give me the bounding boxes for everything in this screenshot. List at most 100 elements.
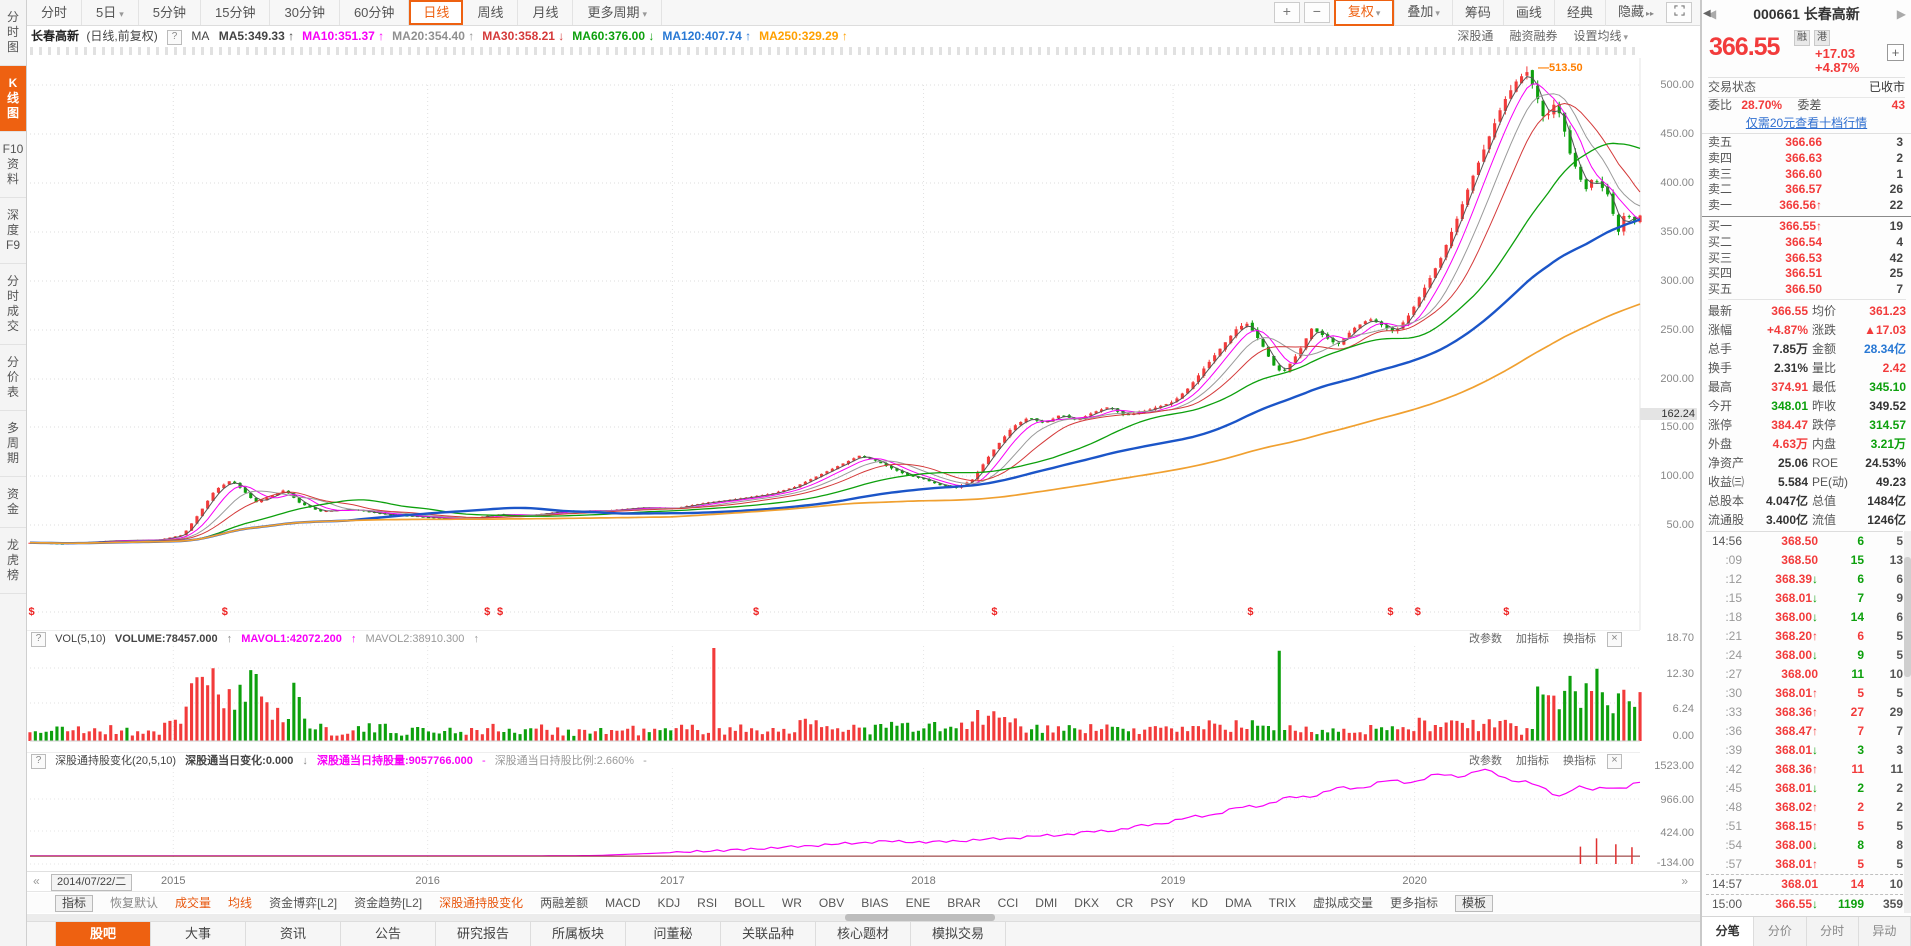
zoom-out-button[interactable]: − [1303,2,1330,23]
fullscreen-icon[interactable] [1666,2,1692,23]
indicator-tab-DMA[interactable]: DMA [1225,896,1252,910]
indicator-tab-KDJ[interactable]: KDJ [657,896,681,910]
indicator-tab-MACD[interactable]: MACD [605,896,641,910]
indicator-tab-WR[interactable]: WR [781,896,802,910]
sidebar-item-分时图[interactable]: 分时图 [0,0,26,66]
zoom-in-button[interactable]: + [1273,2,1300,23]
quote-tab-分时[interactable]: 分时 [1807,917,1859,946]
indicator-tab-BIAS[interactable]: BIAS [861,896,889,910]
indicator-tab-DMI[interactable]: DMI [1035,896,1058,910]
period-tab-月线[interactable]: 月线 [518,0,574,25]
header-link-融资融券[interactable]: 融资融券 [1509,29,1557,43]
scroll-right-icon[interactable]: » [1681,874,1688,888]
period-tab-分时[interactable]: 分时 [27,0,83,25]
indicator-tab-均线[interactable]: 均线 [228,896,253,910]
sidebar-item-分价表[interactable]: 分价表 [0,345,26,411]
indicator-tab-两融差额[interactable]: 两融差额 [540,896,589,910]
bottom-tab-股吧[interactable]: 股吧 [55,922,151,946]
period-tab-更多周期[interactable]: 更多周期 ▾ [573,0,663,25]
tool-隐藏[interactable]: 隐藏 ▸▸ [1604,0,1666,26]
vol-加指标-button[interactable]: 加指标 [1516,633,1549,645]
indicator-tab-TRIX[interactable]: TRIX [1268,896,1297,910]
sidebar-item-龙虎榜[interactable]: 龙虎榜 [0,528,26,594]
vol-换指标-button[interactable]: 换指标 [1563,633,1596,645]
header-link-深股通[interactable]: 深股通 [1457,29,1493,43]
sidebar-item-多周期[interactable]: 多周期 [0,411,26,477]
period-tab-5日[interactable]: 5日 ▾ [82,0,139,25]
next-stock-button[interactable]: ▶ [1896,7,1906,21]
sidebar-item-分时成交[interactable]: 分时成交 [0,264,26,345]
vol-改参数-button[interactable]: 改参数 [1469,633,1502,645]
tick-list[interactable]: 14:56 368.50 6 5:09 368.50 15 13:12 368.39↓ 6 6:1… [1706,531,1903,914]
help-icon[interactable]: ? [31,632,46,647]
add-watchlist-button[interactable]: + [1887,44,1904,61]
period-tab-5分钟[interactable]: 5分钟 [138,0,202,25]
hold-换指标-button[interactable]: 换指标 [1563,755,1596,767]
start-date-box[interactable]: 2014/07/22/二 [51,874,133,891]
indicator-tab-CCI[interactable]: CCI [997,896,1019,910]
quote-tab-分笔[interactable]: 分笔 [1702,917,1755,946]
indicator-tab-恢复默认[interactable]: 恢复默认 [110,896,159,910]
indicator-tab-OBV[interactable]: OBV [818,896,845,910]
close-icon[interactable]: × [1607,754,1622,769]
sidebar-item-深度F9[interactable]: 深度 F9 [0,198,26,264]
period-tab-30分钟[interactable]: 30分钟 [270,0,340,25]
level2-promo-link[interactable]: 仅需20元查看十档行情 [1702,114,1911,134]
sidebar-item-F10资料[interactable]: F10 资料 [0,132,26,198]
indicator-tab-KD[interactable]: KD [1191,896,1208,910]
indicator-tab-RSI[interactable]: RSI [697,896,718,910]
bottom-tab-问董秘[interactable]: 问董秘 [626,922,721,946]
tool-画线[interactable]: 画线 [1502,0,1554,25]
scrollbar-handle[interactable] [1904,557,1911,677]
period-tab-15分钟[interactable]: 15分钟 [201,0,271,25]
bottom-tab-资讯[interactable]: 资讯 [246,922,341,946]
close-icon[interactable]: × [1607,632,1622,647]
tick-scrollbar[interactable] [1904,531,1911,913]
indicator-tab-虚拟成交量[interactable]: 虚拟成交量 [1313,896,1374,910]
scroll-left-icon[interactable]: « [33,874,40,888]
bottom-tab-公告[interactable]: 公告 [341,922,436,946]
horizontal-scrollbar[interactable] [27,914,1700,921]
period-tab-日线[interactable]: 日线 [409,0,464,25]
prev-stock-button[interactable]: ◀ [1707,7,1717,21]
hold-改参数-button[interactable]: 改参数 [1469,755,1502,767]
bottom-tab-模拟交易[interactable]: 模拟交易 [911,922,1006,946]
collapse-panel-icon[interactable]: ◀ [1703,8,1711,19]
indicator-tab-模板[interactable]: 模板 [1455,895,1494,912]
indicator-tab-BOLL[interactable]: BOLL [734,896,765,910]
bottom-tab-核心题材[interactable]: 核心题材 [816,922,911,946]
tool-复权[interactable]: 复权 ▾ [1333,0,1395,26]
indicator-tab-成交量[interactable]: 成交量 [175,896,212,910]
help-icon[interactable]: ? [31,754,46,769]
quote-tab-异动[interactable]: 异动 [1859,917,1911,946]
bottom-tab-关联品种[interactable]: 关联品种 [721,922,816,946]
indicator-tab-ENE[interactable]: ENE [905,896,931,910]
hold-chart[interactable] [27,764,1700,868]
bottom-tab-所属板块[interactable]: 所属板块 [531,922,626,946]
indicator-tab-资金趋势[L2][interactable]: 资金趋势[L2] [354,896,423,910]
tool-经典[interactable]: 经典 [1553,0,1605,25]
hold-加指标-button[interactable]: 加指标 [1516,755,1549,767]
header-link-设置均线[interactable]: 设置均线 ▾ [1573,29,1628,43]
indicator-tab-指标[interactable]: 指标 [55,895,94,912]
scrollbar-handle[interactable] [845,914,995,921]
period-tab-周线[interactable]: 周线 [463,0,519,25]
quote-tab-分价[interactable]: 分价 [1754,917,1807,946]
bottom-tab-研究报告[interactable]: 研究报告 [436,922,531,946]
help-icon[interactable]: ? [167,30,183,45]
indicator-tab-更多指标[interactable]: 更多指标 [1390,896,1439,910]
volume-chart[interactable] [27,646,1700,746]
sidebar-item-资金[interactable]: 资金 [0,477,26,528]
indicator-tab-DKX[interactable]: DKX [1074,896,1099,910]
period-tab-60分钟[interactable]: 60分钟 [339,0,410,25]
tool-筹码[interactable]: 筹码 [1451,0,1503,25]
indicator-tab-PSY[interactable]: PSY [1150,896,1175,910]
indicator-tab-资金博弈[L2][interactable]: 资金博弈[L2] [269,896,338,910]
indicator-tab-BRAR[interactable]: BRAR [947,896,981,910]
bottom-tab-大事[interactable]: 大事 [151,922,246,946]
indicator-tab-深股通持股变化[interactable]: 深股通持股变化 [439,896,524,910]
tool-叠加[interactable]: 叠加 ▾ [1394,0,1452,26]
indicator-tab-CR[interactable]: CR [1115,896,1134,910]
kline-chart[interactable] [27,58,1700,630]
